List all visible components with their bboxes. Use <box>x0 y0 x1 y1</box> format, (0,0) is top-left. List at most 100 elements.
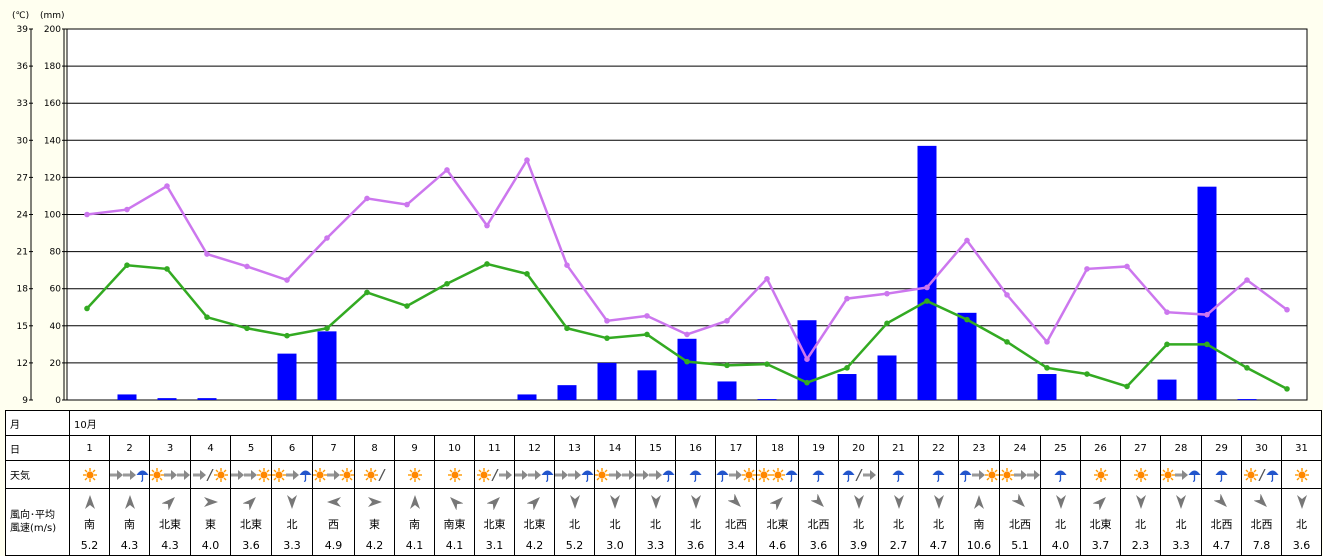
temperature-point <box>844 295 850 302</box>
weather-cell <box>675 460 716 489</box>
weather-cell <box>1120 460 1161 489</box>
day-cell: 26 <box>1080 435 1121 461</box>
sun-icon <box>1244 467 1258 482</box>
wind-cell: 北 3.3 <box>635 488 676 556</box>
wind-arrow-icon <box>690 495 701 509</box>
then-arrow-icon <box>244 469 257 480</box>
temperature-point <box>164 183 170 189</box>
wind-label-line2: 風速(m/s) <box>10 523 57 534</box>
wind-cell: 西 4.9 <box>312 488 355 556</box>
temperature-point <box>324 325 330 332</box>
wind-direction: 北東 <box>159 518 181 531</box>
wind-arrow-icon <box>810 494 824 507</box>
temperature-point <box>124 206 130 213</box>
temperature-point <box>204 251 210 257</box>
temperature-point <box>164 266 170 272</box>
temperature-point <box>804 356 810 362</box>
temperature-point <box>524 157 530 163</box>
wind-direction: 北 <box>1135 518 1146 531</box>
wind-arrow-icon <box>853 495 864 509</box>
wind-cell: 北東 3.1 <box>474 488 515 556</box>
temperature-point <box>1124 383 1130 390</box>
umbrella-icon <box>842 470 854 482</box>
temperature-point <box>524 271 530 277</box>
wind-arrow-icon <box>1176 495 1186 509</box>
right-tick-label: 20 <box>50 359 62 369</box>
weather-cell <box>1160 460 1202 489</box>
wind-direction: 南東 <box>443 518 466 531</box>
weather-cell <box>798 460 839 489</box>
precip-bar <box>637 370 657 400</box>
precip-bar <box>317 331 337 400</box>
right-axis-unit: (mm) <box>40 11 65 21</box>
temperature-point <box>1084 266 1090 272</box>
then-arrow-icon <box>123 469 136 480</box>
day-cell: 25 <box>1040 435 1081 461</box>
then-arrow-icon <box>1027 469 1040 480</box>
temperature-point <box>244 325 250 332</box>
left-tick-label: 15 <box>17 322 28 332</box>
wind-direction: 北西 <box>1250 518 1273 531</box>
wind-direction: 北 <box>569 518 580 531</box>
temperature-point <box>924 298 930 304</box>
sun-icon <box>150 467 164 482</box>
wind-direction: 北 <box>1055 518 1066 531</box>
day-cell: 2 <box>109 435 150 461</box>
wind-cell: 北 3.3 <box>1160 488 1202 556</box>
weather-cell <box>1080 460 1121 489</box>
temperature-point <box>1004 292 1010 298</box>
temperature-point <box>1284 386 1290 392</box>
temperature-point <box>964 237 970 244</box>
precip-bar <box>197 398 217 400</box>
right-tick-label: 120 <box>44 173 61 183</box>
precip-bar <box>597 362 617 400</box>
then-arrow-icon <box>286 469 299 480</box>
wind-cell: 南 4.3 <box>109 488 150 556</box>
wind-speed: 4.1 <box>405 539 424 552</box>
precip-bar <box>1197 186 1217 400</box>
umbrella-icon <box>299 470 312 482</box>
umbrella-icon <box>1054 470 1067 482</box>
right-tick-label: 160 <box>44 99 61 109</box>
temperature-point <box>1084 371 1090 377</box>
wind-speed: 4.2 <box>365 539 384 552</box>
wind-direction: 北西 <box>725 518 747 531</box>
temperature-point <box>204 314 210 320</box>
wind-speed: 5.2 <box>565 539 584 552</box>
left-tick-label: 9 <box>22 396 28 406</box>
temperature-point <box>724 362 730 369</box>
weather-cell <box>958 460 1000 489</box>
then-arrow-icon <box>327 469 340 480</box>
day-cell: 12 <box>514 435 555 461</box>
weather-chart: (℃) (mm) 9 12 15 18 21 24 27 30 33 36 39 0 20 40 60 80 1… <box>12 11 1308 406</box>
wind-arrow-icon <box>243 497 256 510</box>
temperature-point <box>1044 339 1050 345</box>
wind-cell: 北 3.9 <box>838 488 879 556</box>
temperature-point <box>604 318 610 324</box>
wind-cell: 北西 3.6 <box>798 488 839 556</box>
temperature-point <box>484 261 490 267</box>
occasionally-slash-icon <box>491 468 499 481</box>
weather-cell <box>149 460 191 489</box>
wind-cell: 北西 7.8 <box>1241 488 1282 556</box>
then-arrow-icon <box>609 469 622 480</box>
temperature-point <box>564 325 570 332</box>
temperature-point <box>84 305 90 312</box>
wind-arrow-icon <box>769 497 783 510</box>
temperature-point <box>244 263 250 270</box>
weather-cell <box>756 460 799 489</box>
day-cell: 11 <box>474 435 515 461</box>
weather-label: 天気 <box>5 460 70 489</box>
wind-direction: 北 <box>853 518 864 531</box>
wind-speed: 3.9 <box>849 539 868 552</box>
wind-row: 風向･平均 風速(m/s) 南 5.2 南 4.3 北東 4.3 東 4.0 北東 3.6 北 3.3… <box>5 488 1322 556</box>
right-tick-label: 0 <box>55 396 61 406</box>
wind-direction: 北 <box>690 518 701 531</box>
sun-icon <box>82 467 97 482</box>
wind-cell: 北東 4.3 <box>149 488 191 556</box>
month-label: 月 <box>5 410 70 436</box>
wind-cell: 北 4.7 <box>918 488 959 556</box>
temperature-point <box>324 235 330 241</box>
weather-cell <box>109 460 150 489</box>
wind-speed: 3.6 <box>686 539 705 552</box>
